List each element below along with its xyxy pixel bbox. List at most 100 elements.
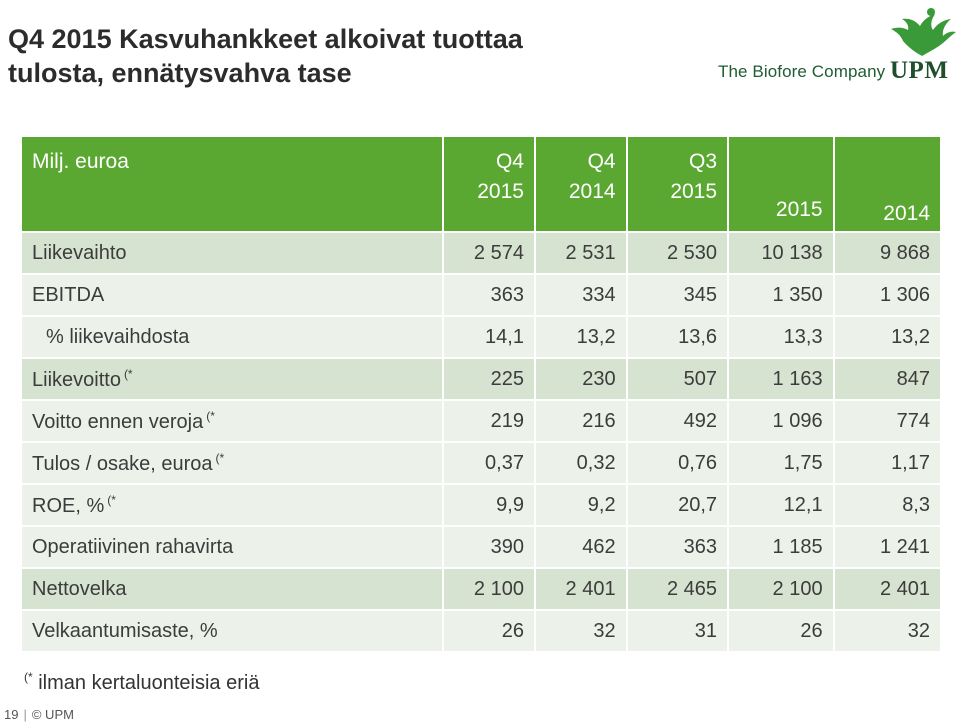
column-header-line-2: 2014 bbox=[568, 180, 616, 203]
row-label-text: Operatiivinen rahavirta bbox=[32, 535, 234, 558]
page-footer: 19 | © UPM bbox=[4, 707, 74, 722]
table-cell: 31 bbox=[627, 611, 728, 651]
row-label-text: Voitto ennen veroja bbox=[32, 410, 204, 433]
table-cell: 1 185 bbox=[729, 527, 833, 567]
column-header: 2014 bbox=[834, 137, 940, 231]
footnote-marker: (* bbox=[123, 366, 133, 381]
brand-tagline: The Biofore Company bbox=[718, 62, 886, 81]
table-cell: 774 bbox=[834, 401, 940, 441]
footer-divider: | bbox=[23, 707, 27, 722]
row-label-text: Velkaantumisaste, % bbox=[32, 619, 218, 642]
table-cell: 345 bbox=[627, 275, 728, 315]
column-header-line-2: 2015 bbox=[775, 198, 823, 221]
table-cell: 12,1 bbox=[729, 485, 833, 525]
table-row: Voitto ennen veroja (* 219 216 492 1 096 … bbox=[22, 401, 940, 441]
row-label: Nettovelka bbox=[22, 569, 443, 609]
column-header-line-2: 2015 bbox=[477, 180, 524, 203]
table-cell: 9,9 bbox=[444, 485, 534, 525]
table-cell: 2 100 bbox=[729, 569, 833, 609]
table-cell: 2 401 bbox=[535, 569, 626, 609]
copyright-text: © UPM bbox=[31, 707, 74, 722]
table-cell: 363 bbox=[444, 275, 534, 315]
row-label-text: Tulos / osake, euroa bbox=[32, 452, 213, 475]
table-cell: 2 574 bbox=[444, 233, 534, 273]
table-cell: 1 163 bbox=[729, 359, 833, 399]
table-cell: 0,37 bbox=[444, 443, 534, 483]
table-cell: 219 bbox=[444, 401, 534, 441]
table-cell: 26 bbox=[729, 611, 833, 651]
row-label: Velkaantumisaste, % bbox=[22, 611, 443, 651]
footnote-marker: (* bbox=[107, 492, 116, 507]
row-label: Operatiivinen rahavirta bbox=[22, 527, 443, 567]
table-row: % liikevaihdosta 14,1 13,2 13,6 13,3 13,… bbox=[22, 317, 940, 357]
table-cell: 26 bbox=[444, 611, 534, 651]
table-row: Operatiivinen rahavirta 390 462 363 1 18… bbox=[22, 527, 940, 567]
table-cell: 2 531 bbox=[535, 233, 626, 273]
table-cell: 1,17 bbox=[834, 443, 940, 483]
table-row: Tulos / osake, euroa (* 0,37 0,32 0,76 1,… bbox=[22, 443, 940, 483]
column-header-line-2: 2014 bbox=[883, 202, 930, 225]
table-cell: 1 241 bbox=[834, 527, 940, 567]
column-header: Q4 2014 bbox=[535, 137, 626, 231]
upm-griffin-logo-icon bbox=[887, 6, 957, 86]
table-cell: 13,6 bbox=[627, 317, 728, 357]
page-title: Q4 2015 Kasvuhankkeet alkoivat tuottaa t… bbox=[8, 22, 648, 90]
table-row: Liikevaihto 2 574 2 531 2 530 10 138 9 8… bbox=[22, 233, 940, 273]
row-label-text: Nettovelka bbox=[32, 577, 127, 600]
table-row: Nettovelka 2 100 2 401 2 465 2 100 2 401 bbox=[22, 569, 940, 609]
table-header-row: Milj. euroa Q4 2015 Q4 2014 Q3 2015 2015… bbox=[22, 137, 940, 231]
column-header: Q4 2015 bbox=[444, 137, 534, 231]
table-row: ROE, % (* 9,9 9,2 20,7 12,1 8,3 bbox=[22, 485, 940, 525]
table-cell: 847 bbox=[834, 359, 940, 399]
table-cell: 2 401 bbox=[834, 569, 940, 609]
table-cell: 2 100 bbox=[444, 569, 534, 609]
financial-table: Milj. euroa Q4 2015 Q4 2014 Q3 2015 2015… bbox=[20, 135, 942, 653]
table-cell: 32 bbox=[834, 611, 940, 651]
table-cell: 390 bbox=[444, 527, 534, 567]
upm-logo-text: UPM bbox=[890, 57, 949, 84]
table-cell: 20,7 bbox=[627, 485, 728, 525]
page-title-line-1: Q4 2015 Kasvuhankkeet alkoivat tuottaa bbox=[8, 24, 523, 54]
table-cell: 363 bbox=[627, 527, 728, 567]
column-header-line-2: 2015 bbox=[670, 180, 718, 203]
footnote-marker: (* bbox=[215, 450, 225, 465]
table-row: Velkaantumisaste, % 26 32 31 26 32 bbox=[22, 611, 940, 651]
table-cell: 10 138 bbox=[729, 233, 833, 273]
unit-label-header: Milj. euroa bbox=[22, 137, 443, 231]
row-label: Tulos / osake, euroa (* bbox=[22, 443, 443, 483]
table-cell: 8,3 bbox=[834, 485, 940, 525]
table-cell: 0,76 bbox=[627, 443, 728, 483]
row-label: % liikevaihdosta bbox=[22, 317, 443, 357]
table-cell: 9,2 bbox=[535, 485, 626, 525]
footnote-text: ilman kertaluonteisia eriä bbox=[38, 672, 260, 694]
footnote: (* ilman kertaluonteisia eriä bbox=[24, 670, 259, 695]
table-cell: 13,3 bbox=[729, 317, 833, 357]
table-cell: 1 306 bbox=[834, 275, 940, 315]
table-row: EBITDA 363 334 345 1 350 1 306 bbox=[22, 275, 940, 315]
row-label-text: % liikevaihdosta bbox=[46, 325, 190, 348]
column-header: 2015 bbox=[729, 137, 833, 231]
page-title-line-2: tulosta, ennätysvahva tase bbox=[8, 58, 352, 88]
table-cell: 14,1 bbox=[444, 317, 534, 357]
row-label: Liikevoitto (* bbox=[22, 359, 443, 399]
column-header-line-1: Q4 bbox=[495, 150, 524, 173]
column-header: Q3 2015 bbox=[627, 137, 728, 231]
table-cell: 32 bbox=[535, 611, 626, 651]
page-number: 19 bbox=[4, 707, 19, 722]
table-cell: 1 350 bbox=[729, 275, 833, 315]
table-cell: 13,2 bbox=[535, 317, 626, 357]
table-row: Liikevoitto (* 225 230 507 1 163 847 bbox=[22, 359, 940, 399]
row-label-text: ROE, % bbox=[32, 494, 105, 517]
table-cell: 462 bbox=[535, 527, 626, 567]
table-cell: 230 bbox=[535, 359, 626, 399]
row-label-text: Liikevoitto bbox=[32, 368, 121, 391]
row-label-text: EBITDA bbox=[32, 283, 105, 306]
row-label: EBITDA bbox=[22, 275, 443, 315]
table-cell: 0,32 bbox=[535, 443, 626, 483]
table-cell: 2 465 bbox=[627, 569, 728, 609]
footnote-marker: (* bbox=[24, 670, 33, 684]
row-label-text: Liikevaihto bbox=[32, 241, 127, 264]
row-label: Liikevaihto bbox=[22, 233, 443, 273]
table-cell: 1,75 bbox=[729, 443, 833, 483]
row-label: ROE, % (* bbox=[22, 485, 443, 525]
